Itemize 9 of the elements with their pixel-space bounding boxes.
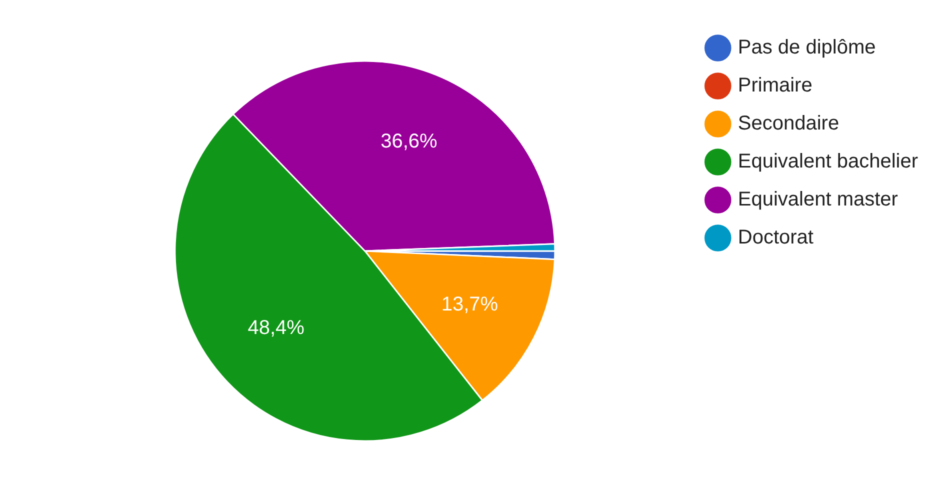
legend-label: Equivalent master — [738, 188, 898, 211]
data-label: 48,4% — [248, 316, 305, 339]
legend-label: Equivalent bachelier — [738, 150, 918, 173]
legend-label: Pas de diplôme — [738, 36, 876, 59]
legend-label: Secondaire — [738, 112, 840, 135]
legend-label: Primaire — [738, 74, 812, 97]
data-label: 13,7% — [441, 293, 498, 316]
data-label: 36,6% — [380, 130, 438, 152]
legend-label: Doctorat — [738, 226, 814, 249]
